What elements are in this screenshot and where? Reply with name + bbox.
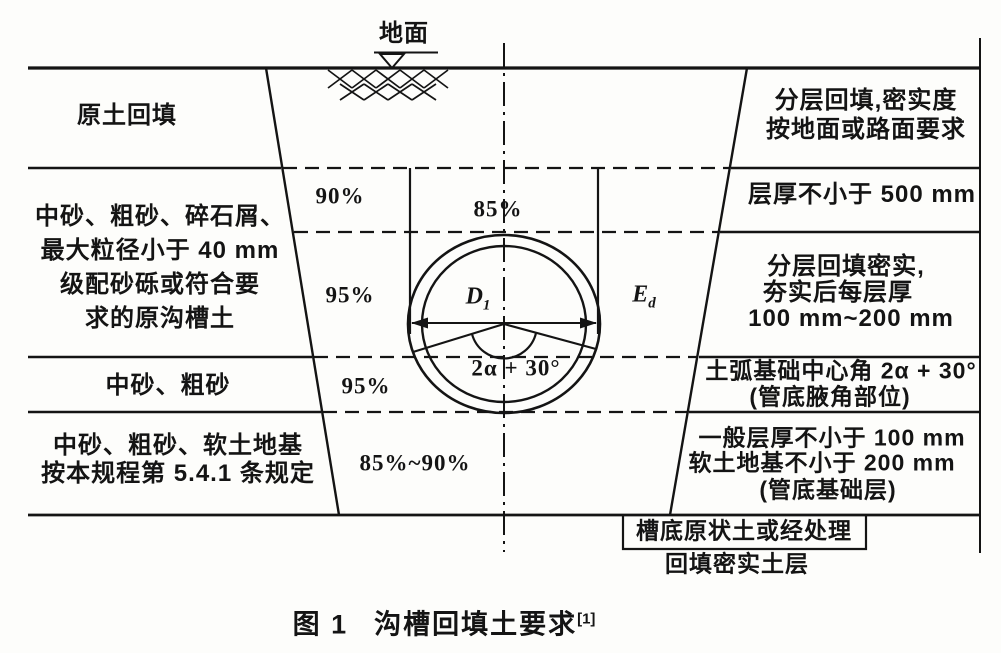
right-row4-line1: 土弧基础中心角 2α + 30°	[705, 357, 977, 384]
left-row3-label: 中砂、粗砂	[105, 372, 231, 399]
modulus-subscript: d	[648, 295, 656, 312]
right-row1-line1: 分层回填,密实度	[774, 87, 958, 114]
bedding-angle-ray-left	[412, 322, 505, 354]
left-row4-line2: 按本规程第 5.4.1 条规定	[41, 460, 315, 487]
left-row2-line2: 最大粒径小于 40 mm	[40, 237, 280, 264]
compaction-crown-zone: 85%	[473, 196, 523, 222]
left-row4-line1: 中砂、粗砂、软土地基	[53, 432, 303, 459]
soil-modulus-symbol: Ed	[632, 283, 656, 312]
left-row2-line3: 级配砂砾或符合要	[60, 271, 260, 298]
pipe-outer-wall	[406, 233, 602, 415]
left-row2-line1: 中砂、粗砂、碎石屑、	[35, 203, 285, 230]
figure-caption: 图 1 沟槽回填土要求[1]	[293, 603, 596, 642]
base-note-line1: 槽底原状土或经处理	[636, 517, 852, 544]
pipe-diameter-symbol: D1	[466, 285, 491, 314]
right-row5-line2: 软土地基不小于 200 mm	[688, 449, 956, 476]
compaction-upper-zone: 90%	[315, 183, 365, 209]
bedding-angle-ray-right	[503, 322, 597, 351]
base-note-box	[621, 515, 868, 551]
compaction-foundation-zone: 85%~90%	[359, 450, 471, 476]
figure-reference: [1]	[577, 610, 596, 628]
compaction-side-zone: 95%	[325, 282, 375, 308]
modulus-letter: E	[632, 281, 649, 308]
left-row2-line4: 求的原沟槽土	[85, 305, 235, 332]
right-row3-line3: 100 mm~200 mm	[748, 305, 954, 332]
bedding-angle-label: 2α + 30°	[471, 355, 561, 381]
bedding-angle-arc	[470, 332, 538, 360]
diameter-arrowhead-left	[411, 317, 428, 329]
right-row5-line1: 一般层厚不小于 100 mm	[698, 424, 966, 451]
diameter-arrowhead-right	[580, 317, 597, 329]
right-row3-line1: 分层回填密实,	[767, 253, 925, 280]
figure-title: 沟槽回填土要求	[374, 609, 578, 640]
diameter-subscript: 1	[482, 297, 491, 314]
hatch-marks	[327, 69, 449, 101]
trench-wall-left	[264, 67, 341, 516]
right-row1-line2: 按地面或路面要求	[766, 116, 966, 143]
right-row5-line3: (管底基础层)	[759, 476, 897, 503]
ground-label: 地面	[379, 20, 429, 47]
left-row1-label: 原土回填	[77, 102, 177, 129]
diameter-letter: D	[465, 283, 483, 310]
figure-number: 图 1	[292, 609, 349, 640]
right-row4-line2: (管底腋角部位)	[749, 383, 911, 410]
right-row2-line1: 层厚不小于 500 mm	[747, 181, 977, 208]
trench-wall-right	[668, 67, 749, 516]
base-note-line2: 回填密实土层	[665, 550, 809, 577]
right-row3-line2: 夯实后每层厚	[763, 279, 913, 306]
compaction-haunch-zone: 95%	[341, 373, 391, 399]
ground-symbol-triangle	[377, 53, 407, 70]
